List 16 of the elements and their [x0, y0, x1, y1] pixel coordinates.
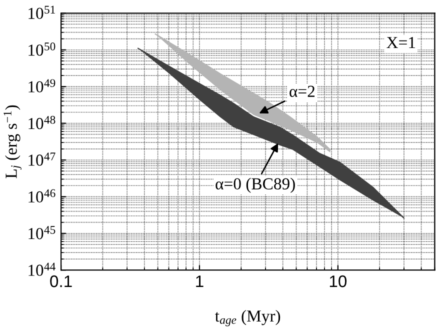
y-tick-label: 10$^{45}$: [28, 226, 56, 240]
x-tick-label: 1: [196, 276, 204, 288]
y-tick-label: 10$^{48}$: [28, 116, 56, 130]
x-axis-title: t$_{age}$ (Myr): [215, 310, 280, 326]
y-tick-label: 10$^{46}$: [28, 189, 56, 203]
annotation: α=0 (BC89): [216, 178, 295, 193]
x-tick-label: 0.1: [50, 275, 72, 288]
y-tick-label: 10$^{50}$: [28, 42, 56, 56]
y-tick-label: 10$^{49}$: [28, 79, 56, 92]
y-tick-label: 10$^{44}$: [28, 262, 56, 276]
annotation: X=1: [386, 37, 416, 48]
y-tick-label: 10$^{47}$: [28, 152, 56, 166]
x-tick-label: 10: [330, 275, 347, 288]
y-axis-title: L$_{j}$ (erg s$^{−1}$): [4, 105, 22, 178]
y-tick-label: 10$^{51}$: [28, 6, 55, 19]
annotation: α=2: [290, 86, 315, 97]
